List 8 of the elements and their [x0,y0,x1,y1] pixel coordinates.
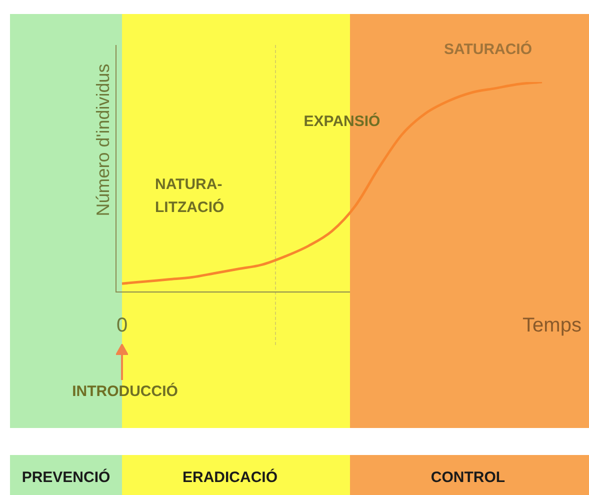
y-axis-title: Número d'individus [92,64,113,216]
text: 0 [116,314,128,337]
x-axis-title: Temps [522,314,582,337]
text: PREVENCIÓ [22,468,111,486]
annotation: NATURA- LITZACIÓ [155,176,224,216]
text: SATURACIÓ [444,40,532,58]
text: CONTROL [430,469,506,486]
text: ERADICACIÓ [182,468,278,486]
